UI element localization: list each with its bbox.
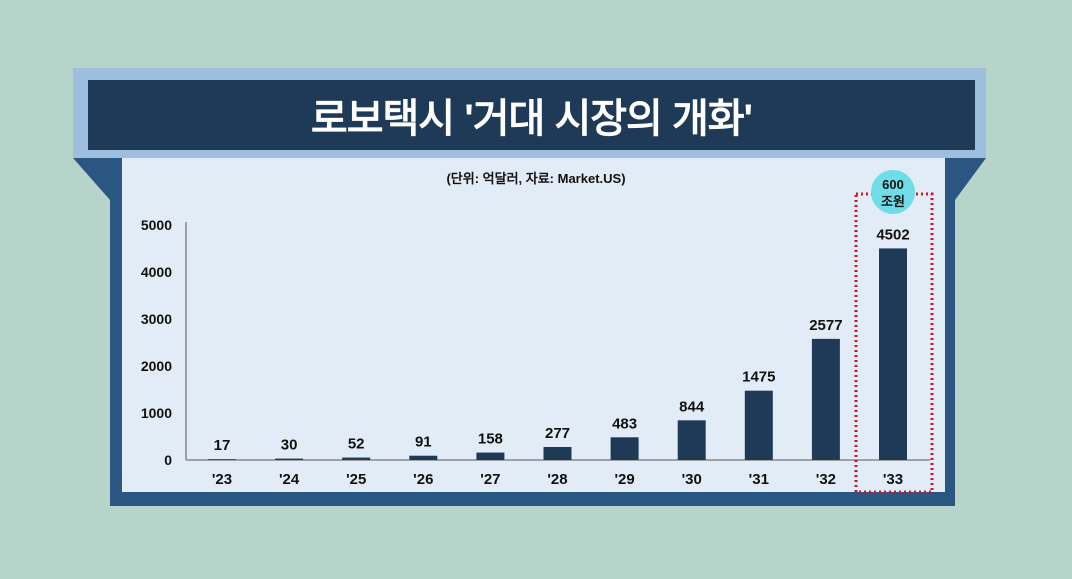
bar bbox=[342, 457, 371, 460]
bar-value-label: 91 bbox=[415, 434, 432, 451]
bar-value-label: 844 bbox=[679, 398, 705, 415]
x-tick-label: '32 bbox=[816, 471, 836, 488]
highlight-box bbox=[854, 192, 934, 494]
y-tick-label: 4000 bbox=[141, 264, 172, 280]
y-tick-label: 3000 bbox=[141, 311, 172, 327]
annotation-value: 600 bbox=[882, 177, 904, 192]
annotation-badge bbox=[871, 170, 915, 214]
bar-value-label: 30 bbox=[281, 437, 298, 454]
bar-value-label: 158 bbox=[478, 431, 503, 448]
bar-value-label: 483 bbox=[612, 415, 637, 432]
bar-value-label: 52 bbox=[348, 436, 365, 453]
bar bbox=[744, 390, 773, 460]
bar-value-label: 1475 bbox=[742, 369, 775, 386]
y-tick-label: 2000 bbox=[141, 358, 172, 374]
x-tick-label: '29 bbox=[614, 471, 634, 488]
chart-area bbox=[122, 158, 945, 492]
chart-subtitle: (단위: 억달러, 자료: Market.US) bbox=[446, 171, 626, 186]
bar bbox=[208, 459, 236, 460]
bar-value-label: 4502 bbox=[876, 226, 909, 243]
bar bbox=[409, 455, 438, 460]
annotation-unit: 조원 bbox=[881, 194, 905, 209]
bar-value-label: 2577 bbox=[809, 317, 842, 334]
y-tick-label: 0 bbox=[164, 452, 172, 468]
x-tick-label: '28 bbox=[547, 471, 567, 488]
bar bbox=[677, 420, 706, 460]
bar bbox=[476, 452, 505, 460]
x-tick-label: '24 bbox=[279, 471, 300, 488]
x-tick-label: '30 bbox=[682, 471, 702, 488]
x-tick-label: '27 bbox=[480, 471, 500, 488]
bar bbox=[275, 458, 304, 460]
x-tick-label: '33 bbox=[883, 471, 903, 488]
x-tick-label: '25 bbox=[346, 471, 366, 488]
x-tick-label: '23 bbox=[212, 471, 232, 488]
x-tick-label: '26 bbox=[413, 471, 433, 488]
bar bbox=[610, 437, 639, 460]
x-tick-label: '31 bbox=[749, 471, 769, 488]
bar-value-label: 277 bbox=[545, 425, 570, 442]
bar bbox=[879, 248, 907, 460]
bar bbox=[543, 446, 572, 460]
y-tick-label: 1000 bbox=[141, 405, 172, 421]
bar-value-label: 17 bbox=[214, 437, 231, 454]
y-tick-label: 5000 bbox=[141, 217, 172, 233]
bar bbox=[811, 338, 840, 460]
chart-title: 로보택시 '거대 시장의 개화' bbox=[88, 80, 975, 150]
